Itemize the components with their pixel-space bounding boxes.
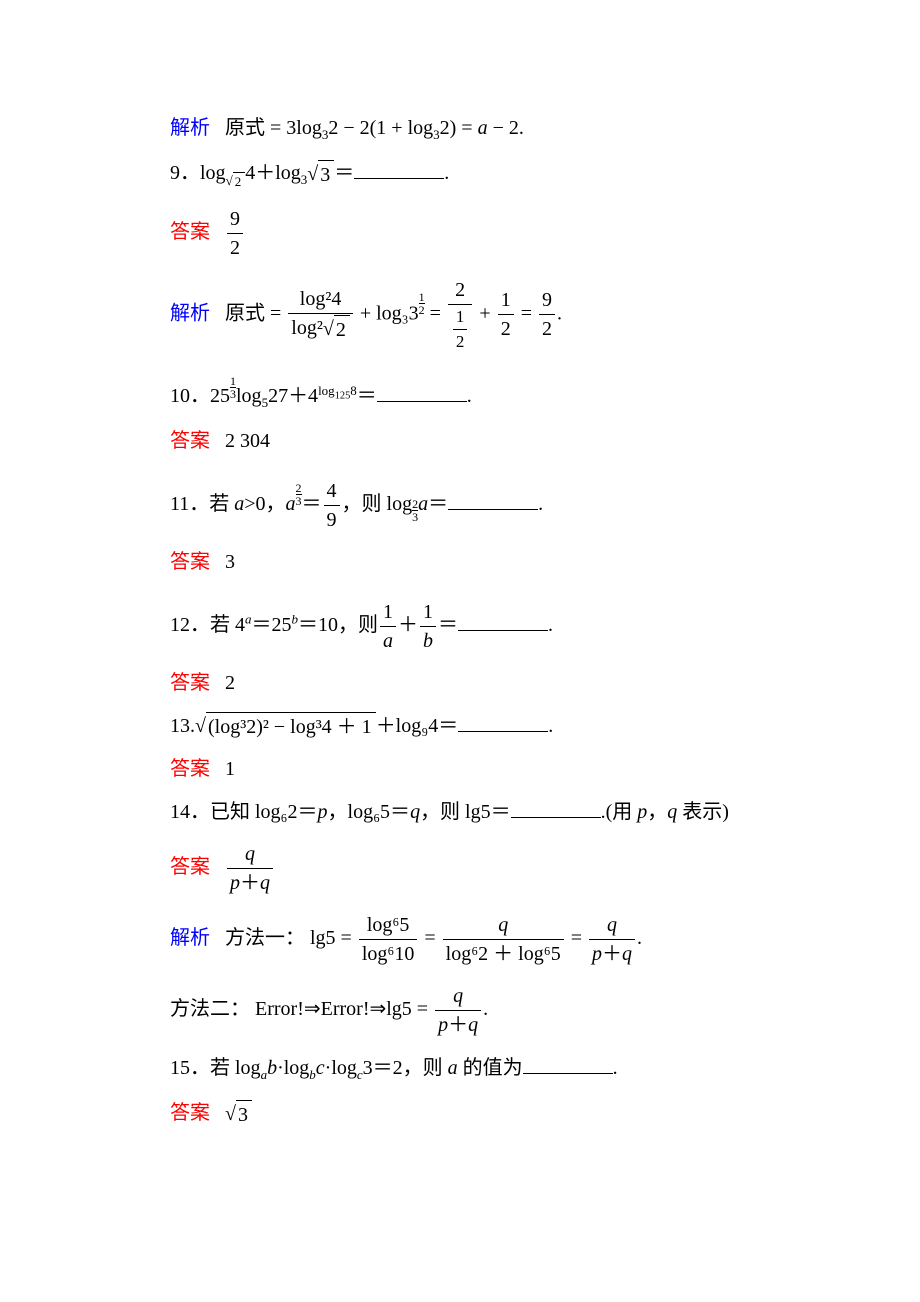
q10-answer: 答案 2 304 (170, 427, 770, 455)
q13-num: 13 (170, 715, 190, 737)
analysis-label: 解析 (170, 928, 210, 950)
q15-answer: 答案 √3 (170, 1099, 770, 1129)
q12-answer: 答案 2 (170, 669, 770, 697)
q11-num: 11 (170, 493, 189, 515)
answer-label: 答案 (170, 857, 210, 879)
answer-label: 答案 (170, 430, 210, 452)
q8-analysis: 解析 原式 = 3log32 − 2(1 + log32) = a − 2. (170, 114, 770, 144)
answer-label: 答案 (170, 758, 210, 780)
answer-label: 答案 (170, 672, 210, 694)
analysis-label: 解析 (170, 302, 210, 324)
q13-answer: 答案 1 (170, 755, 770, 783)
q9-problem: 9．log√24＋log3√3＝. (170, 158, 770, 191)
answer-label: 答案 (170, 221, 210, 243)
method1-label: 方法一： (225, 928, 305, 950)
blank (523, 1053, 613, 1074)
q14-num: 14 (170, 801, 190, 823)
q11-answer: 答案 3 (170, 548, 770, 576)
q14-analysis-2: 方法二： Error!⇒Error!⇒lg5 = qp＋q. (170, 982, 770, 1039)
method2-label: 方法二： (170, 999, 250, 1021)
blank (354, 158, 444, 179)
blank (458, 711, 548, 732)
q13-problem: 13.√(log³2)² − log³4 ＋ 1＋log₉4＝. (170, 711, 770, 742)
blank (511, 797, 601, 818)
answer-label: 答案 (170, 1102, 210, 1124)
q10-num: 10 (170, 385, 190, 407)
q8-analysis-text: 原式 = 3log32 − 2(1 + log32) = a − 2. (225, 117, 524, 139)
blank (377, 381, 467, 402)
q9-answer: 答案 92 (170, 205, 770, 262)
q15-num: 15 (170, 1057, 190, 1079)
page-content: 解析 原式 = 3log32 − 2(1 + log32) = a − 2. 9… (0, 0, 920, 1243)
q14-problem: 14．已知 log₆2＝p，log₆5＝q，则 lg5＝.(用 p，q 表示) (170, 797, 770, 826)
q14-analysis-1: 解析 方法一： lg5 = log⁶5log⁶10 = qlog⁶2 ＋ log… (170, 911, 770, 968)
q10-problem: 10．2513log527＋4log1258＝. (170, 381, 770, 412)
answer-label: 答案 (170, 551, 210, 573)
q9-num: 9 (170, 162, 180, 184)
blank (458, 610, 548, 631)
q9-analysis: 解析 原式 = log²4log²√2 + log₃312 = 212 + 12… (170, 276, 770, 354)
q14-answer: 答案 qp＋q (170, 840, 770, 897)
q12-num: 12 (170, 614, 190, 636)
q15-problem: 15．若 logab·logbc·logc3＝2，则 a 的值为. (170, 1053, 770, 1084)
analysis-label: 解析 (170, 117, 210, 139)
q12-problem: 12．若 4a＝25b＝10，则1a＋1b＝. (170, 598, 770, 655)
blank (448, 489, 538, 510)
q11-problem: 11．若 a>0，a23＝49，则 log23a＝. (170, 477, 770, 534)
